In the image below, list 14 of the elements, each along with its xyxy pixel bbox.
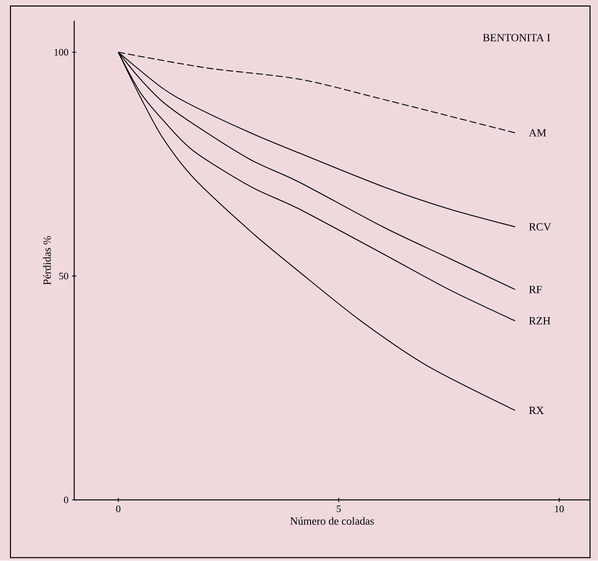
text: BENTONITA I	[483, 34, 550, 42]
y-tick-label: 50	[59, 272, 68, 280]
series-label: RX	[529, 406, 544, 414]
series-label: RZH	[529, 317, 550, 325]
y-tick-label: 0	[64, 496, 68, 504]
x-tick-label: 10	[555, 506, 564, 512]
x-axis-title: Número de coladas	[290, 517, 374, 525]
series-label: AM	[528, 129, 546, 137]
y-tick-label: 100	[54, 49, 68, 56]
series-label: RF	[529, 286, 542, 294]
y-axis-title: Pérdidas %	[43, 236, 51, 285]
series-label: RCV	[529, 223, 552, 231]
x-tick-label: 0	[116, 506, 120, 512]
x-tick-label: 5	[336, 506, 341, 512]
